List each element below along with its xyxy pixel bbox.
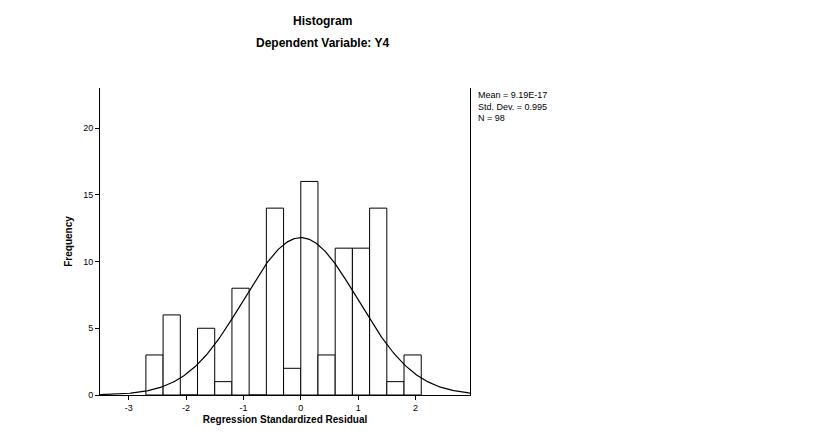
- svg-text:15: 15: [83, 190, 93, 200]
- svg-text:-2: -2: [182, 403, 190, 413]
- svg-text:-1: -1: [239, 403, 247, 413]
- svg-text:1: 1: [356, 403, 361, 413]
- svg-text:-3: -3: [125, 403, 133, 413]
- svg-text:0: 0: [298, 403, 303, 413]
- svg-text:2: 2: [413, 403, 418, 413]
- svg-text:5: 5: [88, 323, 93, 333]
- svg-text:0: 0: [88, 390, 93, 400]
- svg-text:Frequency: Frequency: [63, 216, 74, 267]
- svg-text:Dependent Variable: Y4: Dependent Variable: Y4: [256, 36, 389, 50]
- svg-text:Mean = 9.19E-17Std. Dev. = 0.9: Mean = 9.19E-17Std. Dev. = 0.995N = 98: [478, 90, 547, 123]
- svg-text:Regression Standardized Residu: Regression Standardized Residual: [203, 414, 368, 425]
- svg-text:20: 20: [83, 123, 93, 133]
- svg-text:Histogram: Histogram: [293, 14, 352, 28]
- svg-text:10: 10: [83, 257, 93, 267]
